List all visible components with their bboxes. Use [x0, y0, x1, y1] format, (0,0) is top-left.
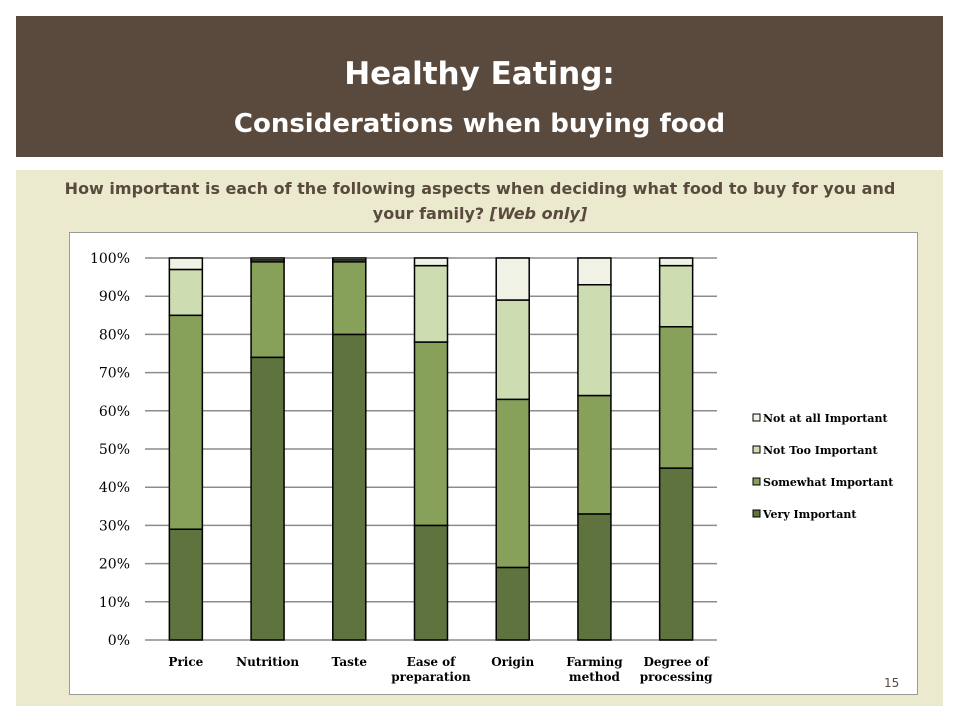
- y-tick-label: 20%: [99, 557, 130, 573]
- bar-segment: [658, 264, 694, 328]
- bar-segment: [413, 524, 449, 641]
- x-tick-label: Origin: [491, 655, 534, 669]
- y-tick-label: 90%: [99, 289, 130, 305]
- y-tick-label: 70%: [99, 366, 130, 382]
- page-number: 15: [884, 676, 900, 690]
- legend-swatch: [752, 445, 761, 454]
- y-tick-label: 100%: [90, 251, 130, 267]
- bar-segment: [168, 257, 204, 271]
- bar-segment: [332, 257, 367, 261]
- legend-swatch: [752, 413, 761, 422]
- bar-segment: [250, 257, 285, 261]
- legend-label: Not Too Important: [763, 444, 879, 457]
- bar-segment: [332, 333, 367, 641]
- title-banner: Healthy Eating: Considerations when buyi…: [16, 16, 943, 157]
- x-tick-label: preparation: [391, 670, 471, 684]
- x-tick-label: Nutrition: [236, 655, 299, 669]
- y-tick-label: 80%: [99, 327, 130, 343]
- bar-segment: [413, 264, 449, 343]
- legend-swatch: [752, 477, 761, 486]
- x-tick-label: method: [569, 670, 621, 684]
- bar-segment: [658, 326, 694, 469]
- bar-segment: [577, 283, 612, 397]
- bar-segment: [332, 261, 367, 336]
- legend-label: Somewhat Important: [763, 476, 894, 489]
- slide-title: Healthy Eating:: [344, 56, 615, 92]
- y-tick-label: 50%: [99, 442, 130, 458]
- x-tick-label: Taste: [332, 655, 368, 669]
- survey-question: How important is each of the following a…: [60, 176, 900, 226]
- bar-segment: [250, 261, 285, 359]
- bar-segment: [168, 268, 204, 317]
- y-tick-label: 60%: [99, 404, 130, 420]
- bar-segment: [495, 566, 530, 641]
- y-tick-label: 30%: [99, 518, 130, 534]
- bar-segment: [577, 394, 612, 515]
- slide-subtitle: Considerations when buying food: [233, 109, 726, 139]
- question-text: How important is each of the following a…: [64, 179, 896, 223]
- legend-label: Very Important: [762, 508, 857, 521]
- bar-segment: [658, 467, 694, 641]
- x-tick-label: Ease of: [407, 655, 456, 669]
- question-note: [Web only]: [489, 204, 588, 223]
- bar-segment: [413, 341, 449, 527]
- bar-segment: [168, 528, 204, 641]
- bar-segment: [577, 513, 612, 641]
- chart-area: 0% 10% 20% 30% 40% 50% 60% 70% 80% 90% 100% Price Nu…: [69, 232, 918, 695]
- bar-segment: [495, 299, 530, 401]
- x-tick-label: Price: [168, 655, 203, 669]
- bar-segment: [250, 356, 285, 641]
- bar-segment: [168, 314, 204, 530]
- y-tick-label: 10%: [99, 595, 130, 611]
- bar-segment: [495, 398, 530, 569]
- x-tick-label: Degree of: [643, 655, 709, 669]
- stacked-bar-chart: 0% 10% 20% 30% 40% 50% 60% 70% 80% 90% 100% Price Nu…: [90, 251, 894, 684]
- y-tick-label: 0%: [108, 633, 130, 649]
- bar-segment: [658, 257, 694, 267]
- bar-segment: [413, 257, 449, 267]
- bar-segment: [495, 257, 530, 301]
- legend-label: Not at all Important: [763, 412, 888, 425]
- x-tick-label: Farming: [566, 655, 623, 669]
- x-tick-label: processing: [640, 670, 713, 684]
- legend-swatch: [752, 509, 761, 518]
- bar-segment: [577, 257, 612, 286]
- y-tick-label: 40%: [99, 480, 130, 496]
